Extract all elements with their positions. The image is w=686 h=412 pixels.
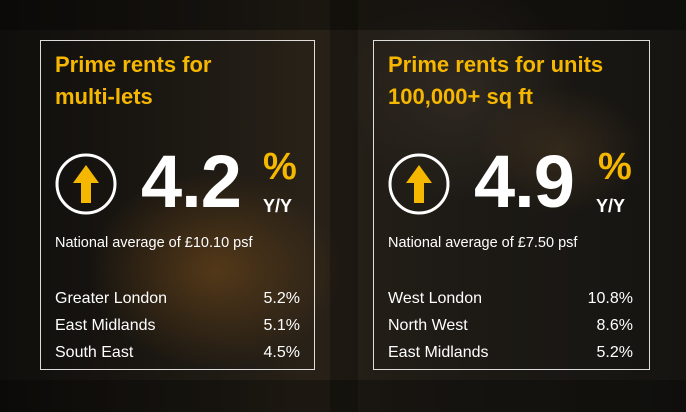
region-row: North West 8.6%	[388, 312, 633, 339]
multi-lets-panel: Prime rents for multi-lets 4.2 % Y/Y Nat…	[40, 40, 315, 370]
region-row: East Midlands 5.1%	[55, 312, 300, 339]
region-name: Greater London	[55, 290, 168, 307]
percent-sign: %	[263, 146, 297, 188]
region-name: East Midlands	[388, 344, 489, 361]
growth-value: 4.2	[141, 140, 242, 223]
region-list: Greater London 5.2% East Midlands 5.1% S…	[55, 285, 300, 366]
large-units-panel: Prime rents for units 100,000+ sq ft 4.9…	[373, 40, 650, 370]
background-floor	[0, 380, 686, 412]
growth-value: 4.9	[474, 140, 575, 223]
arrow-up-icon	[388, 153, 450, 215]
arrow-up-icon	[55, 153, 117, 215]
region-name: East Midlands	[55, 317, 156, 334]
region-value: 4.5%	[263, 344, 300, 361]
percent-sign: %	[598, 146, 632, 188]
region-row: Greater London 5.2%	[55, 285, 300, 312]
region-value: 5.2%	[596, 344, 633, 361]
panel-title: Prime rents for units 100,000+ sq ft	[388, 49, 638, 113]
region-row: South East 4.5%	[55, 339, 300, 366]
background-column	[330, 0, 358, 412]
national-average: National average of £7.50 psf	[388, 235, 578, 251]
panel-title-line2: 100,000+ sq ft	[388, 84, 533, 109]
region-value: 5.2%	[263, 290, 300, 307]
region-value: 10.8%	[587, 290, 633, 307]
region-list: West London 10.8% North West 8.6% East M…	[388, 285, 633, 366]
region-name: South East	[55, 344, 134, 361]
region-name: West London	[388, 290, 482, 307]
panel-title-line2: multi-lets	[55, 84, 153, 109]
period-label: Y/Y	[263, 196, 293, 216]
national-average: National average of £10.10 psf	[55, 235, 253, 251]
region-name: North West	[388, 317, 468, 334]
region-value: 8.6%	[596, 317, 633, 334]
panel-title: Prime rents for multi-lets	[55, 49, 305, 113]
panel-title-line1: Prime rents for	[55, 52, 212, 77]
region-value: 5.1%	[263, 317, 300, 334]
region-row: West London 10.8%	[388, 285, 633, 312]
background-beam	[0, 0, 686, 30]
period-label: Y/Y	[596, 196, 626, 216]
panel-title-line1: Prime rents for units	[388, 52, 604, 77]
region-row: East Midlands 5.2%	[388, 339, 633, 366]
